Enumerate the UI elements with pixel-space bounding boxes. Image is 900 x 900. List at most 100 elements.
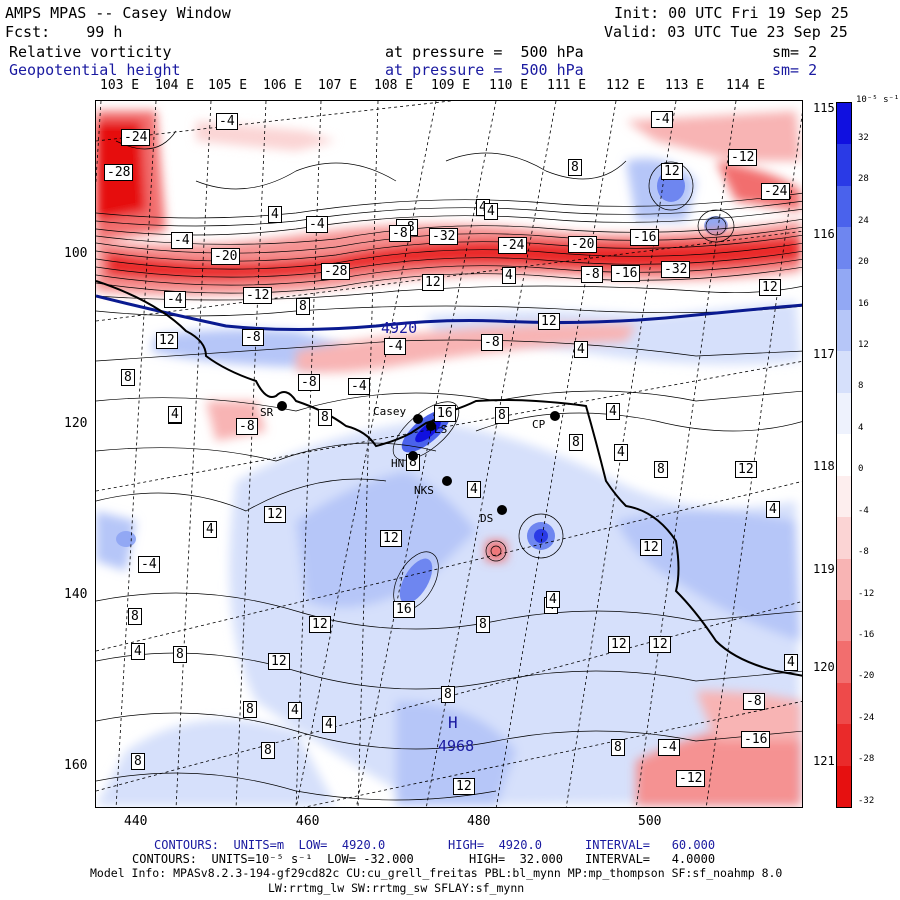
colorbar-unit: 10⁻⁵ s⁻¹ — [856, 95, 900, 105]
contour-label: -4 — [384, 338, 406, 355]
x-tick: 500 — [638, 814, 662, 829]
contour-label: 8 — [476, 616, 490, 633]
contour-label: -4 — [651, 111, 673, 128]
contour-label: 12 — [538, 313, 560, 330]
footer-height-interval: INTERVAL= 60.000 — [585, 838, 716, 852]
field2-name: Geopotential height — [9, 61, 181, 79]
colorbar-label: 12 — [858, 340, 869, 351]
colorbar-label: -16 — [858, 629, 875, 640]
lon-label: 108 E — [374, 78, 414, 93]
contour-label: 12 — [735, 461, 757, 478]
footer-vort-units: CONTOURS: UNITS=10⁻⁵ s⁻¹ LOW= -32.000 — [132, 852, 414, 866]
contour-label: 4 — [766, 501, 780, 518]
contour-label: 8 — [296, 298, 310, 315]
station-label-casey: Casey — [373, 405, 407, 418]
contour-label: -24 — [498, 237, 528, 254]
contour-label: 4 — [467, 481, 481, 498]
contour-label: -24 — [121, 129, 151, 146]
colorbar-segment — [837, 517, 851, 560]
contour-label: -24 — [761, 183, 791, 200]
contour-label: 4 — [614, 444, 628, 461]
footer-height-high: HIGH= 4920.0 — [448, 838, 542, 852]
contour-label: 16 — [434, 405, 456, 422]
valid-time: Valid: 03 UTC Tue 23 Sep 25 — [604, 23, 848, 41]
contour-label: 8 — [128, 608, 142, 625]
y-tick: 160 — [64, 758, 88, 773]
colorbar-label: -4 — [858, 505, 869, 516]
contour-label: -28 — [104, 164, 134, 181]
colorbar-label: 4 — [858, 422, 864, 433]
contour-label: -4 — [306, 216, 328, 233]
colorbar-segment — [837, 144, 851, 187]
station-dot — [442, 476, 452, 486]
contour-label: -8 — [581, 266, 603, 283]
colorbar-label: -12 — [858, 588, 875, 599]
geopotential-contour-label: 4920 — [381, 319, 418, 337]
contour-label: 8 — [495, 407, 509, 424]
x-tick: 480 — [467, 814, 491, 829]
contour-label: -8 — [743, 693, 765, 710]
station-dot — [408, 451, 418, 461]
colorbar-label: 24 — [858, 215, 869, 226]
x-tick: 460 — [296, 814, 320, 829]
colorbar-label: 32 — [858, 133, 869, 143]
x-tick: 440 — [124, 814, 148, 829]
vorticity-positive-fill — [96, 158, 802, 806]
field2-smoothing: sm= 2 — [772, 61, 818, 79]
colorbar-segment — [837, 724, 851, 767]
contour-label: -12 — [243, 287, 273, 304]
colorbar-segment — [837, 392, 851, 435]
lon-label: 103 E — [100, 78, 140, 93]
contour-label: -20 — [211, 248, 241, 265]
colorbar-segment — [837, 351, 851, 394]
contour-label: 12 — [422, 274, 444, 291]
contour-label: 4 — [606, 403, 620, 420]
contour-label: 8 — [569, 434, 583, 451]
colorbar-label: 8 — [858, 381, 864, 392]
colorbar-label: 16 — [858, 298, 869, 309]
contour-label: 8 — [318, 409, 332, 426]
contour-label: 12 — [649, 636, 671, 653]
contour-label: 12 — [268, 653, 290, 670]
colorbar-label: -32 — [858, 795, 875, 806]
colorbar-segment — [837, 558, 851, 601]
colorbar-segment — [837, 185, 851, 228]
y-tick: 140 — [64, 587, 88, 602]
lon-label: 104 E — [155, 78, 195, 93]
station-dot — [413, 414, 423, 424]
contour-label: -4 — [348, 378, 370, 395]
colorbar-segment — [837, 310, 851, 352]
init-time: Init: 00 UTC Fri 19 Sep 25 — [614, 4, 849, 22]
colorbar-label: -28 — [858, 754, 875, 765]
lon-label: 114 E — [726, 78, 766, 93]
contour-label: 4 — [203, 521, 217, 538]
contour-label: 4 — [574, 341, 588, 358]
contour-label: 12 — [640, 539, 662, 556]
field1-smoothing: sm= 2 — [772, 43, 818, 61]
contour-label: -8 — [298, 374, 320, 391]
station-label-cp: CP — [532, 418, 546, 431]
contour-label: -8 — [481, 334, 503, 351]
lon-label: 106 E — [263, 78, 303, 93]
contour-label: -8 — [389, 225, 411, 242]
colorbar-label: -20 — [858, 671, 875, 682]
colorbar-label: 28 — [858, 174, 869, 185]
footer-model-info-2: LW:rrtmg_lw SW:rrtmg_sw SFLAY:sf_mynn — [268, 881, 525, 895]
contour-label: -12 — [728, 149, 758, 166]
footer-height-units: CONTOURS: UNITS=m LOW= 4920.0 — [154, 838, 386, 852]
contour-label: 8 — [654, 461, 668, 478]
lon-label: 105 E — [208, 78, 248, 93]
contour-label: -32 — [661, 261, 691, 278]
colorbar-segment — [837, 641, 851, 684]
contour-label: 12 — [759, 279, 781, 296]
lon-label: 113 E — [665, 78, 705, 93]
contour-label: -16 — [630, 229, 660, 246]
contour-label: 12 — [264, 506, 286, 523]
colorbar-segment — [837, 599, 851, 642]
contour-label: -8 — [242, 329, 264, 346]
contour-label: -4 — [138, 556, 160, 573]
contour-label: 4 — [322, 716, 336, 733]
lon-label: 109 E — [431, 78, 471, 93]
forecast-hour: Fcst: 99 h — [5, 23, 123, 41]
field1-level: at pressure = 500 hPa — [385, 43, 584, 61]
